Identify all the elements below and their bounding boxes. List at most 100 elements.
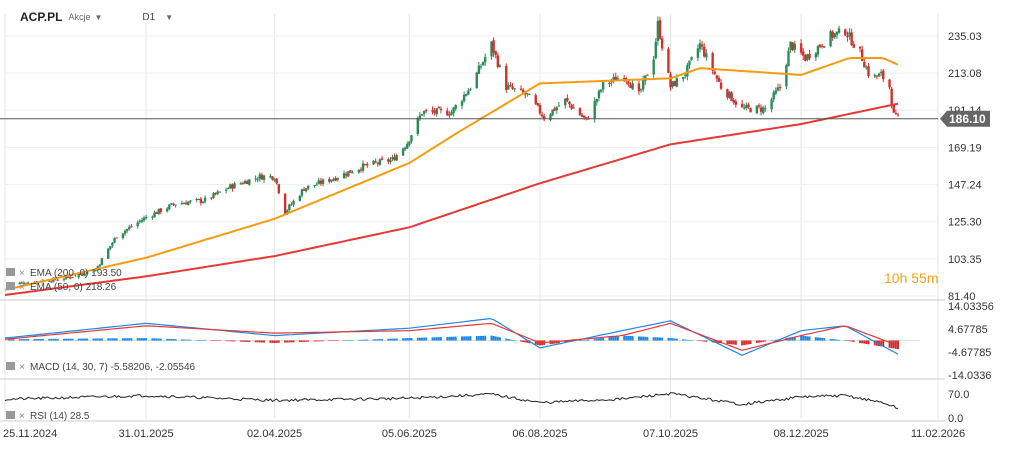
candle-down [130, 226, 133, 228]
macd-histogram-bar [863, 340, 866, 344]
macd-histogram-bar [256, 340, 259, 343]
candle-up [136, 222, 139, 227]
candle-up [776, 87, 780, 91]
candle-up [879, 71, 883, 74]
macd-histogram-bar [467, 336, 470, 341]
candle-up [125, 228, 129, 231]
candle-up [835, 31, 839, 35]
candle-down [115, 237, 118, 239]
candle-up [755, 105, 759, 114]
macd-histogram-bar [100, 338, 103, 341]
x-tick-label: 31.01.2025 [119, 428, 174, 440]
candle-up [298, 195, 302, 201]
candle-up [288, 204, 291, 211]
candle-up [307, 185, 310, 189]
candle-up [218, 191, 222, 193]
macd-histogram-bar [454, 336, 457, 341]
candle-down [437, 107, 441, 109]
candle-up [656, 20, 660, 41]
candle-down [553, 108, 556, 111]
legend-menu-icon[interactable] [6, 282, 15, 290]
macd-histogram-bar [275, 340, 278, 343]
candle-down [719, 82, 723, 89]
candle-down [585, 117, 588, 119]
candle-up [551, 109, 554, 116]
candle-up [113, 238, 116, 243]
candle-down [582, 115, 586, 118]
candle-down [22, 282, 26, 285]
x-tick-label: 08.12.2025 [774, 428, 829, 440]
macd-histogram-bar [431, 337, 434, 341]
candle-down [566, 97, 569, 101]
price-axis-label: 213.08 [948, 68, 982, 80]
macd-histogram-bar [143, 338, 146, 341]
candle-down [703, 46, 706, 57]
candle-up [71, 277, 74, 279]
candle-up [814, 53, 818, 58]
rsi-axis-label: 70.0 [948, 389, 969, 401]
candle-up [728, 91, 731, 99]
candle-down [393, 156, 396, 161]
rsi-line [4, 392, 899, 409]
candle-down [818, 44, 822, 47]
asset-class-label[interactable]: Akcje [68, 12, 91, 22]
macd-histogram-bar [688, 339, 691, 341]
macd-histogram-bar [387, 338, 390, 341]
macd-histogram-bar [793, 336, 796, 341]
macd-histogram-bar [157, 338, 160, 341]
timeframe-label[interactable]: D1 [142, 11, 156, 23]
candle-up [254, 178, 257, 180]
macd-histogram-bar [71, 338, 74, 341]
candle-up [317, 180, 321, 184]
macd-histogram-bar [151, 338, 154, 341]
ema200-line [4, 102, 899, 296]
candle-up [787, 50, 790, 67]
macd-histogram-bar [732, 340, 735, 345]
candle-down [66, 276, 70, 278]
macd-histogram-bar [658, 337, 661, 341]
candle-up [564, 98, 567, 106]
legend-menu-icon[interactable] [6, 411, 15, 419]
candle-down [536, 103, 540, 106]
macd-histogram-bar [231, 340, 234, 342]
candle-up [498, 65, 502, 67]
macd-histogram-bar [511, 339, 514, 341]
macd-histogram-bar [79, 338, 82, 341]
candle-down [359, 169, 363, 171]
macd-histogram-bar [187, 339, 190, 341]
x-tick-label: 02.04.2025 [247, 428, 302, 440]
macd-histogram-bar [484, 335, 487, 341]
macd-histogram-bar [155, 338, 158, 341]
macd-histogram-bar [199, 340, 202, 341]
candle-up [195, 198, 198, 200]
legend-menu-icon[interactable] [6, 268, 15, 276]
legend-menu-icon[interactable] [6, 362, 15, 370]
candle-up [243, 181, 247, 184]
macd-histogram-bar [244, 340, 247, 342]
symbol-label[interactable]: ACP.PL [20, 10, 63, 24]
macd-histogram-bar [469, 336, 472, 341]
candle-down [726, 89, 729, 98]
candle-down [184, 202, 188, 205]
candle-up [526, 93, 529, 95]
candle-up [77, 274, 80, 278]
candle-down [831, 31, 834, 38]
chevron-down-icon[interactable]: ▼ [94, 12, 103, 22]
candle-down [852, 44, 855, 48]
candle-up [168, 204, 171, 210]
candle-down [622, 78, 626, 80]
candle-up [138, 220, 141, 222]
candle-up [227, 188, 230, 190]
chevron-down-icon[interactable]: ▼ [165, 12, 174, 22]
candle-down [366, 163, 369, 166]
x-tick-label: 25.11.2024 [3, 428, 57, 440]
candle-up [549, 114, 552, 120]
candle-up [785, 65, 788, 87]
macd-histogram-bar [166, 338, 169, 341]
chart-toolbar: ACP.PL Akcje ▼ D1 ▼ [20, 8, 213, 26]
candle-down [732, 100, 735, 103]
macd-histogram-bar [39, 338, 42, 341]
macd-histogram-bar [625, 335, 628, 341]
price-axis-label: 125.30 [948, 217, 982, 229]
candle-up [479, 66, 483, 68]
